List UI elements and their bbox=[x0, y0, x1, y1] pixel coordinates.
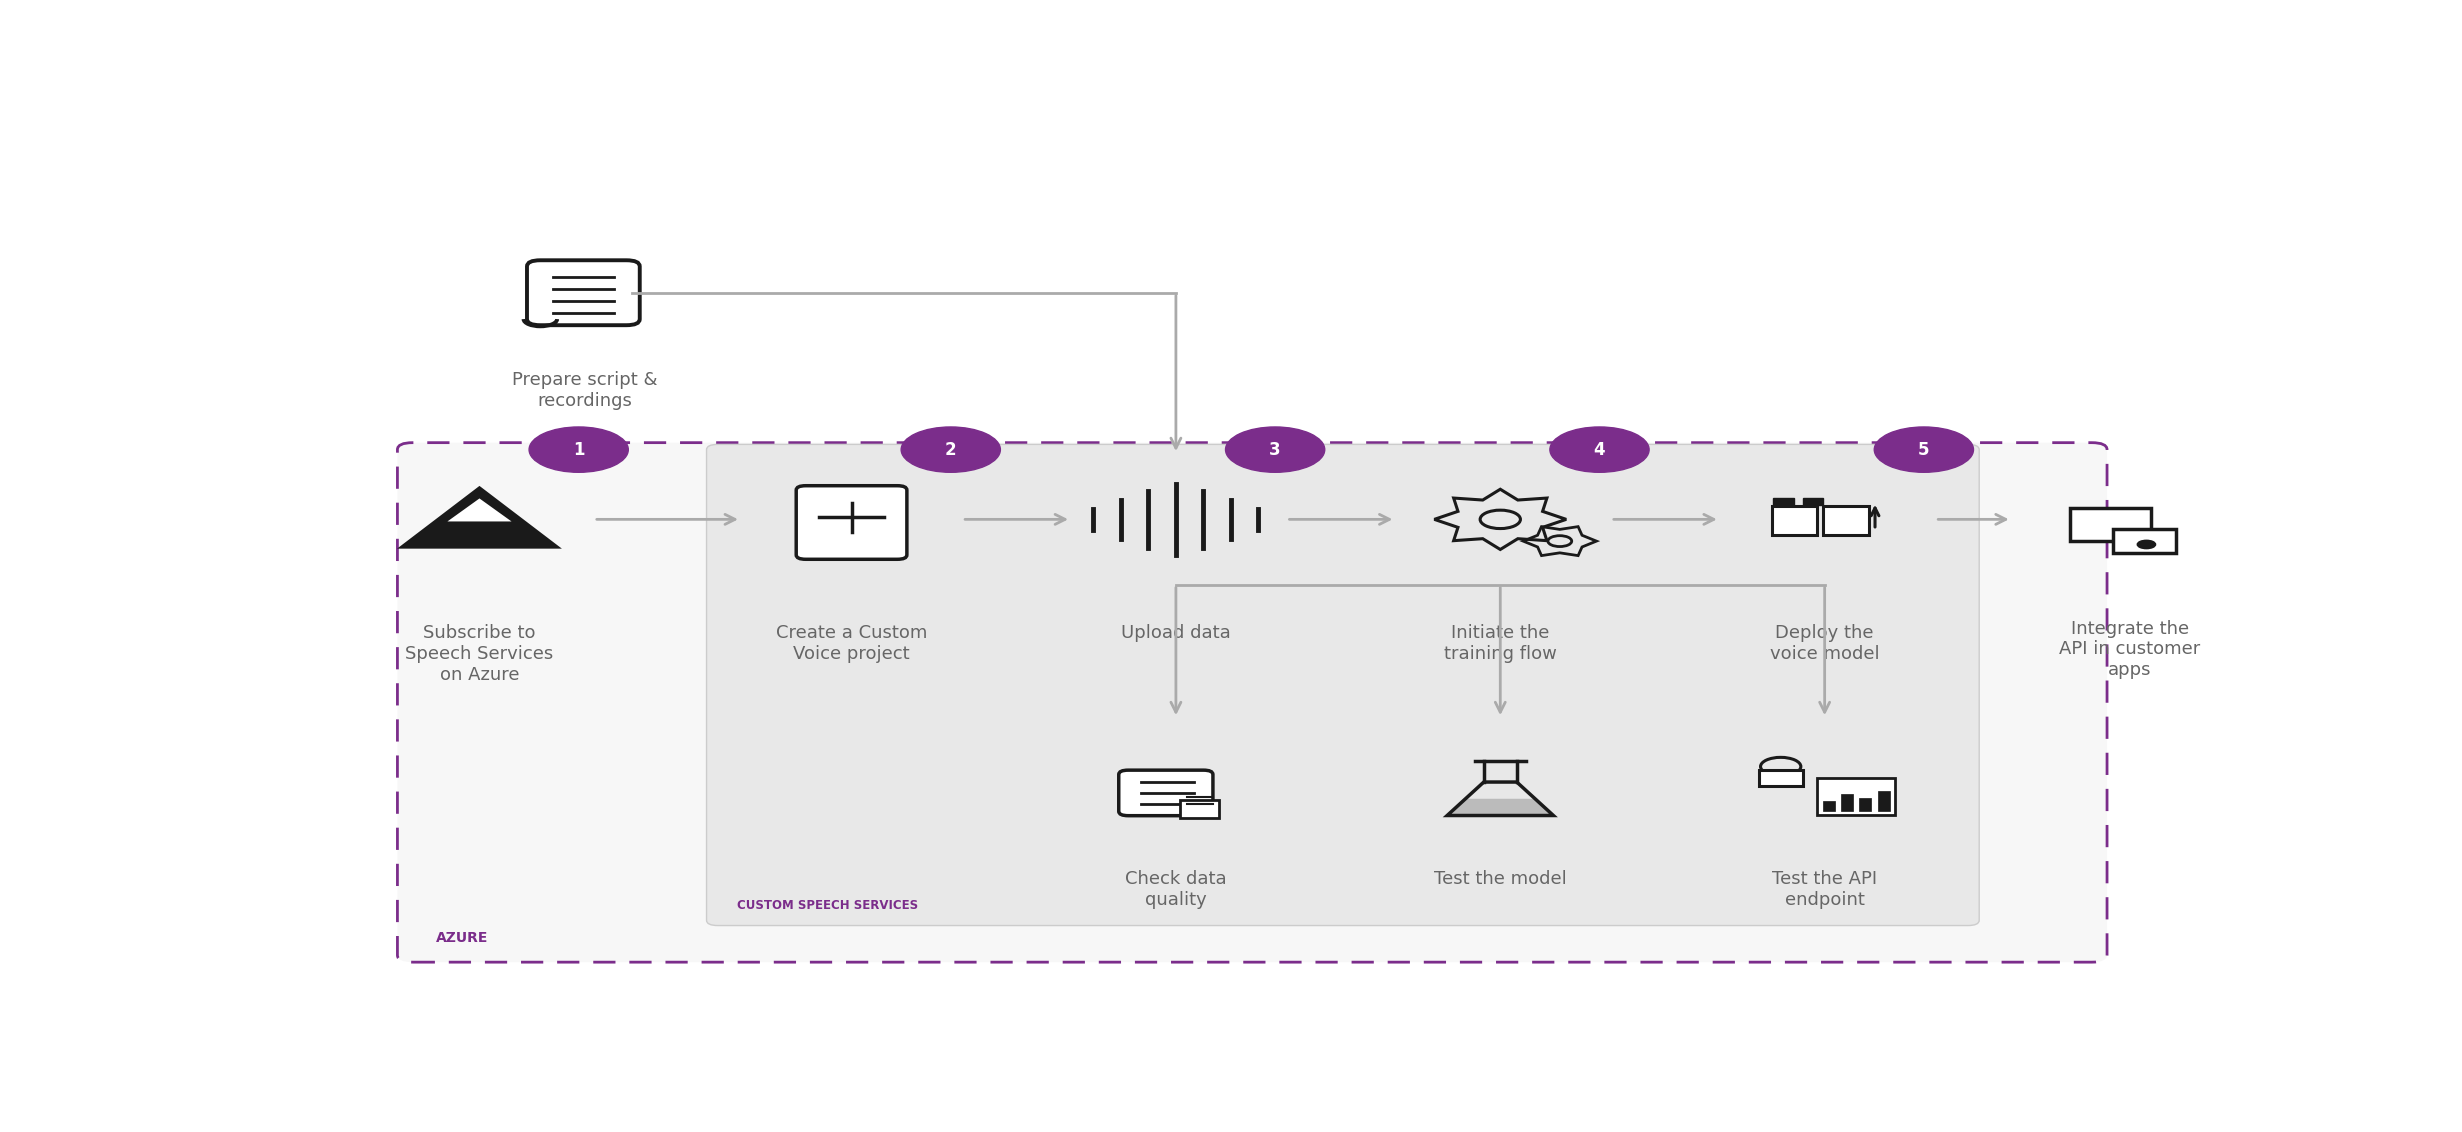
FancyBboxPatch shape bbox=[707, 445, 1979, 926]
FancyBboxPatch shape bbox=[1817, 778, 1896, 815]
FancyBboxPatch shape bbox=[1859, 798, 1871, 812]
FancyBboxPatch shape bbox=[1842, 794, 1854, 812]
Text: Check data
quality: Check data quality bbox=[1125, 869, 1226, 909]
Text: CUSTOM SPEECH SERVICES: CUSTOM SPEECH SERVICES bbox=[736, 899, 918, 911]
FancyBboxPatch shape bbox=[795, 486, 906, 559]
Circle shape bbox=[901, 427, 1000, 472]
Text: 3: 3 bbox=[1270, 440, 1280, 458]
Text: 5: 5 bbox=[1918, 440, 1930, 458]
FancyBboxPatch shape bbox=[1773, 498, 1792, 505]
FancyBboxPatch shape bbox=[1879, 791, 1891, 812]
Text: AZURE: AZURE bbox=[436, 931, 487, 945]
Text: Deploy the
voice model: Deploy the voice model bbox=[1770, 624, 1879, 662]
Circle shape bbox=[1874, 427, 1975, 472]
FancyBboxPatch shape bbox=[1118, 770, 1214, 816]
Text: Test the API
endpoint: Test the API endpoint bbox=[1773, 869, 1876, 909]
Text: Initiate the
training flow: Initiate the training flow bbox=[1443, 624, 1556, 662]
Text: Prepare script &
recordings: Prepare script & recordings bbox=[512, 371, 657, 410]
Text: 1: 1 bbox=[574, 440, 583, 458]
Polygon shape bbox=[448, 498, 512, 522]
Text: 2: 2 bbox=[945, 440, 958, 458]
Polygon shape bbox=[1448, 799, 1554, 815]
Text: Subscribe to
Speech Services
on Azure: Subscribe to Speech Services on Azure bbox=[406, 624, 554, 684]
Polygon shape bbox=[396, 486, 561, 549]
FancyBboxPatch shape bbox=[1773, 506, 1817, 535]
FancyBboxPatch shape bbox=[527, 260, 640, 325]
Circle shape bbox=[529, 427, 628, 472]
Text: Integrate the
API in customer
apps: Integrate the API in customer apps bbox=[2058, 619, 2201, 679]
Circle shape bbox=[1226, 427, 1325, 472]
FancyBboxPatch shape bbox=[396, 443, 2107, 962]
Circle shape bbox=[2137, 540, 2157, 549]
FancyBboxPatch shape bbox=[2112, 529, 2176, 552]
Text: 4: 4 bbox=[1593, 440, 1605, 458]
FancyBboxPatch shape bbox=[2071, 508, 2152, 541]
FancyBboxPatch shape bbox=[1822, 506, 1869, 535]
FancyBboxPatch shape bbox=[1802, 498, 1822, 505]
FancyBboxPatch shape bbox=[1822, 800, 1834, 812]
Text: Create a Custom
Voice project: Create a Custom Voice project bbox=[776, 624, 928, 662]
Text: Test the model: Test the model bbox=[1433, 869, 1566, 887]
FancyBboxPatch shape bbox=[1179, 799, 1219, 818]
FancyBboxPatch shape bbox=[1758, 770, 1802, 787]
Text: Upload data: Upload data bbox=[1120, 624, 1231, 642]
Circle shape bbox=[1551, 427, 1650, 472]
